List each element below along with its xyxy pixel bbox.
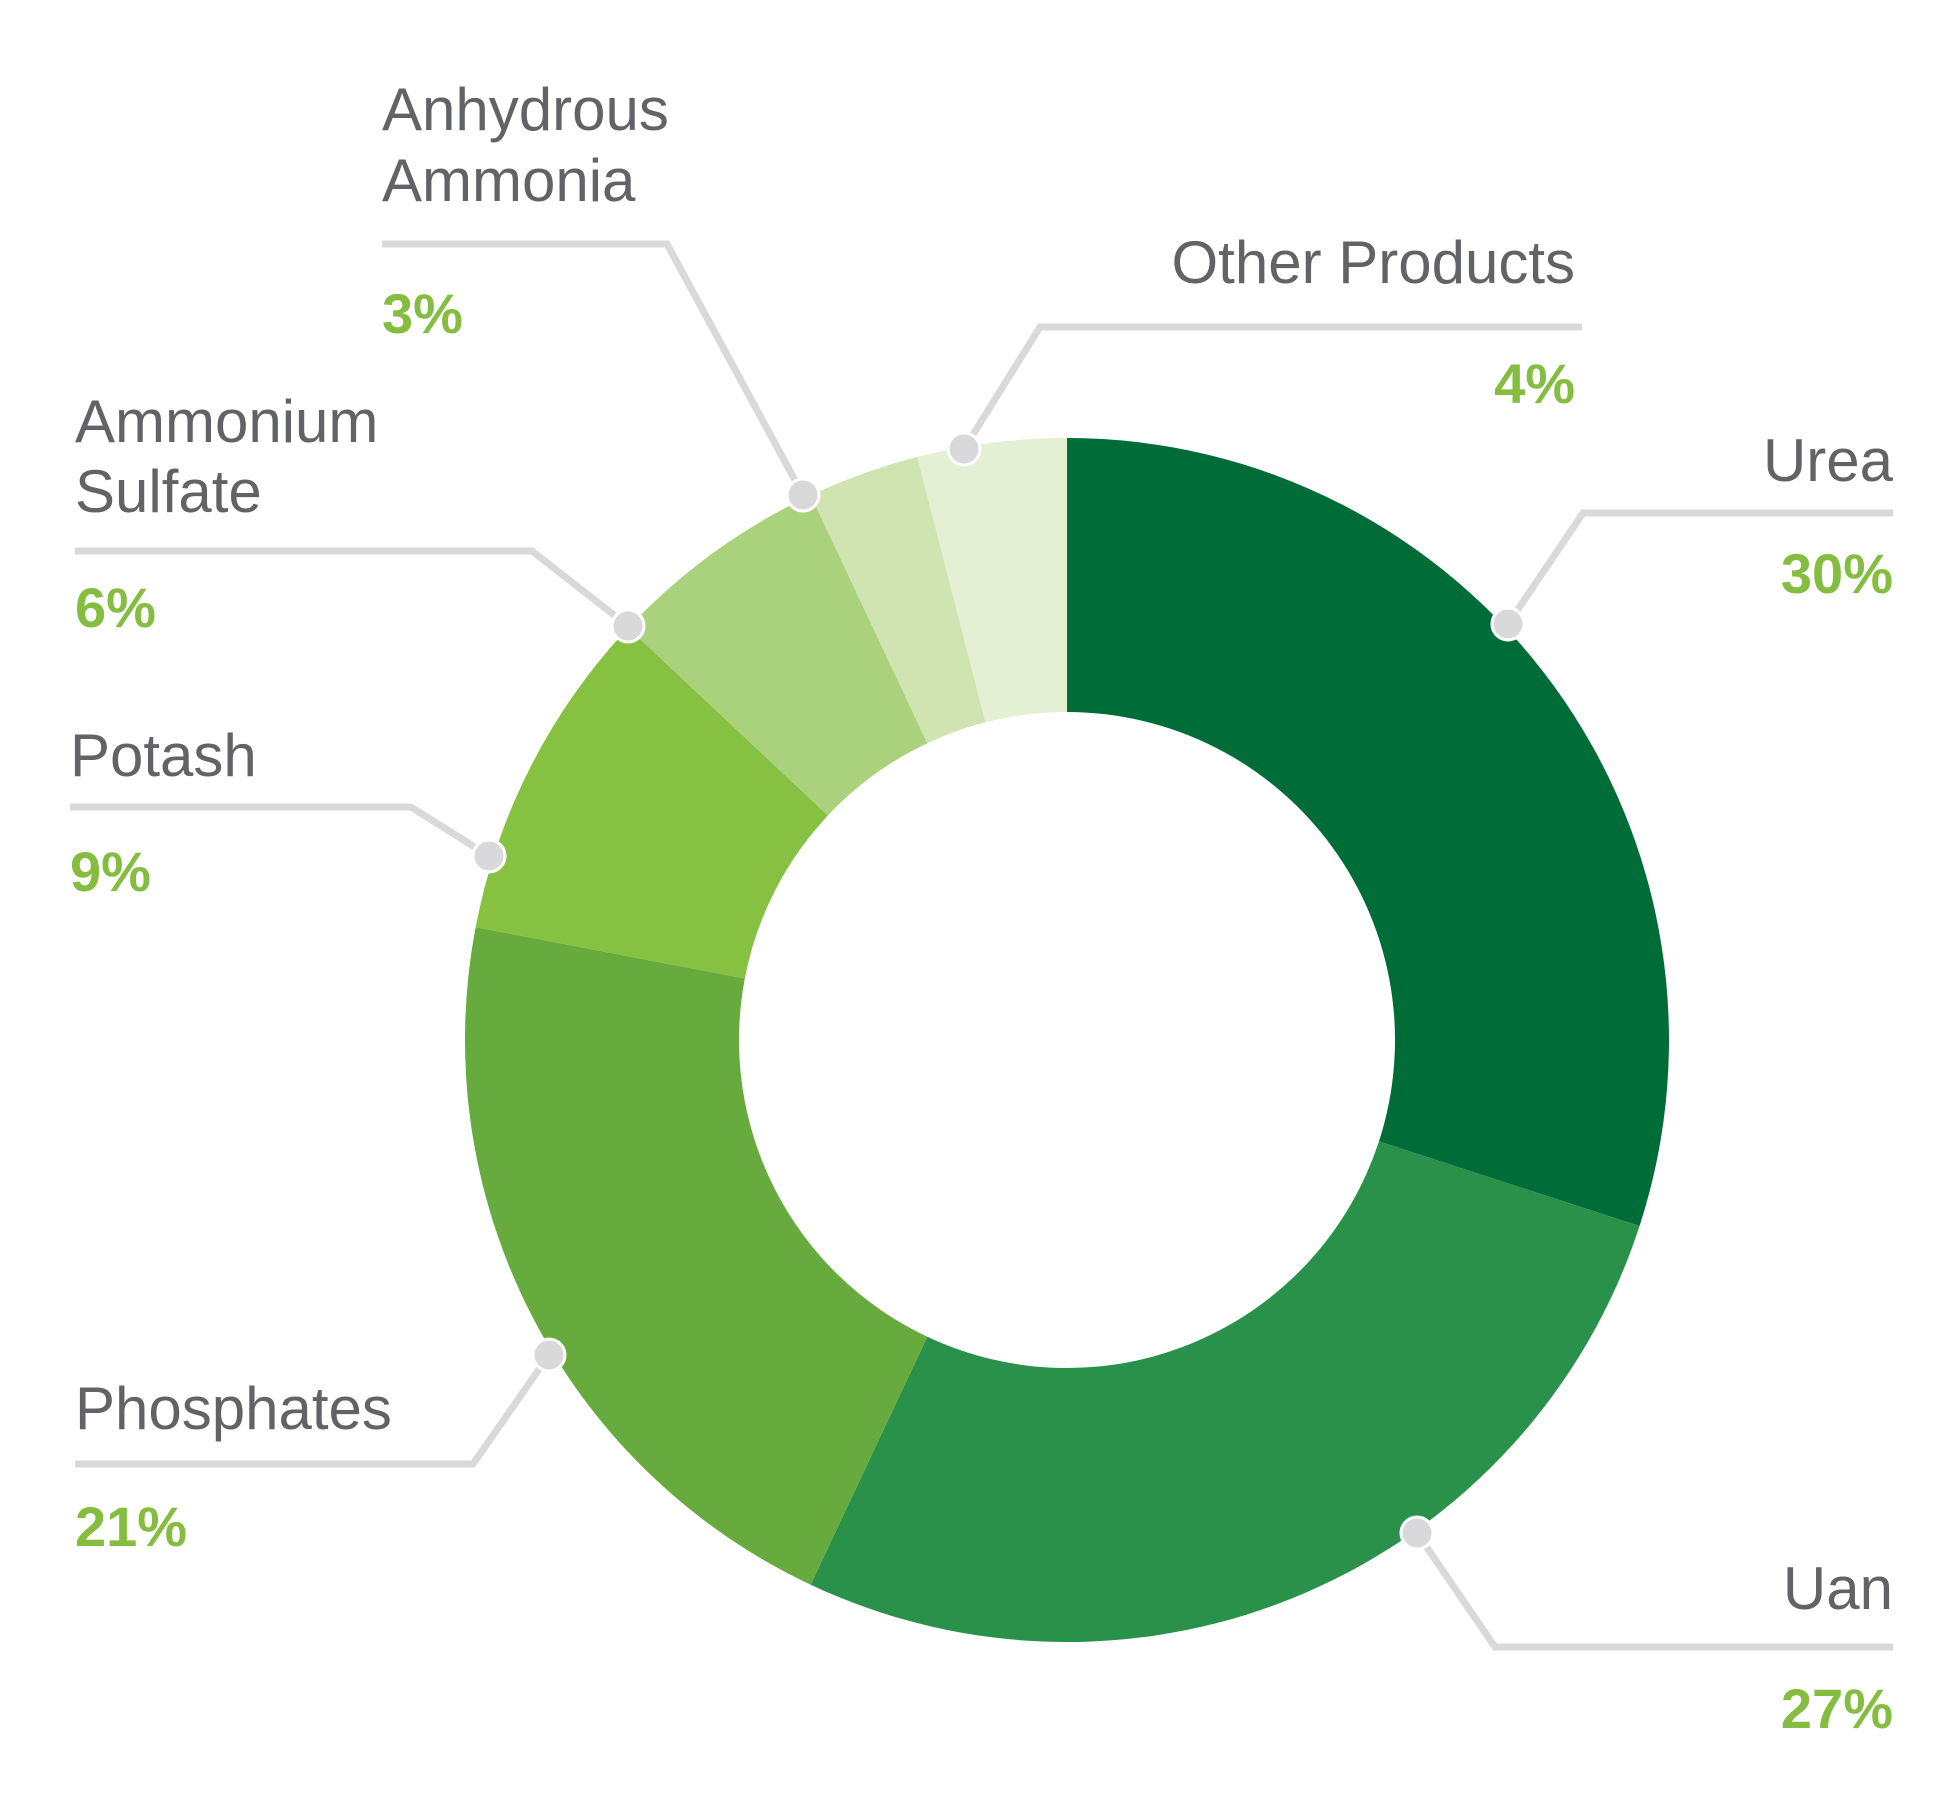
value-urea: 30% (1781, 542, 1893, 605)
label-ammonium-sulfate-line1: Ammonium (75, 388, 378, 455)
leader-line-other-products (961, 323, 1582, 451)
leader-dot-ammonium-sulfate (610, 608, 646, 644)
leader-lines-group (70, 240, 1893, 1651)
slice-anhydrous-ammonia (810, 456, 986, 744)
label-other-products: Other Products (1171, 229, 1575, 296)
leader-line-anhydrous-ammonia (382, 240, 807, 497)
slice-phosphates (465, 927, 928, 1585)
leader-line-urea (1505, 509, 1893, 626)
label-urea: Urea (1763, 427, 1894, 494)
label-uan: Uan (1783, 1555, 1893, 1622)
leader-dot-anhydrous-ammonia (785, 477, 821, 513)
value-other-products: 4% (1494, 352, 1575, 415)
leader-line-phosphates (75, 1352, 552, 1468)
value-ammonium-sulfate: 6% (75, 576, 156, 639)
slice-ammonium-sulfate (628, 495, 928, 816)
leader-line-uan (1414, 1531, 1893, 1651)
value-anhydrous-ammonia: 3% (382, 282, 463, 345)
leader-line-ammonium-sulfate (75, 547, 631, 629)
value-phosphates: 21% (75, 1495, 187, 1558)
leader-dot-uan (1399, 1515, 1435, 1551)
slices-group (465, 438, 1669, 1642)
value-uan: 27% (1781, 1677, 1893, 1740)
value-potash: 9% (70, 840, 151, 903)
leader-line-potash (70, 803, 491, 859)
label-phosphates: Phosphates (75, 1375, 392, 1442)
slice-urea (1067, 438, 1669, 1227)
leader-dot-potash (471, 838, 507, 874)
slice-other-products (917, 438, 1067, 723)
slice-potash (475, 627, 828, 979)
leader-dot-urea (1490, 606, 1526, 642)
leader-dot-other-products (946, 431, 982, 467)
label-ammonium-sulfate-line2: Sulfate (75, 458, 262, 525)
label-anhydrous-ammonia-line2: Ammonia (382, 147, 636, 214)
leader-dot-phosphates (531, 1337, 567, 1373)
label-potash: Potash (70, 722, 257, 789)
label-anhydrous-ammonia-line1: Anhydrous (382, 76, 669, 143)
slice-uan (810, 1141, 1640, 1642)
